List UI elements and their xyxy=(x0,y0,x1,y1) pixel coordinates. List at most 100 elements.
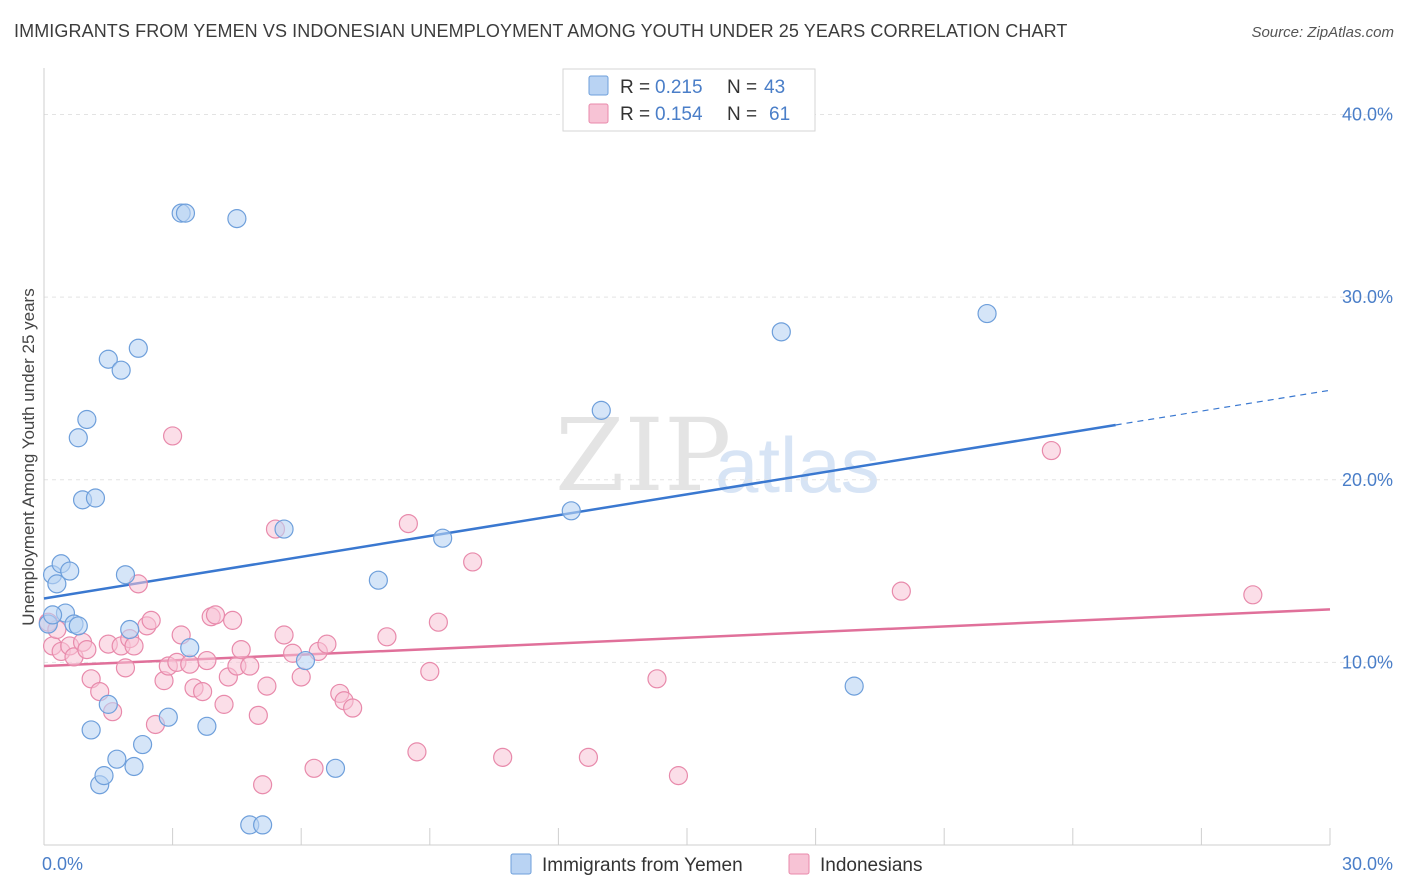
x-tick-label-max: 30.0% xyxy=(1342,854,1393,874)
point-indonesians xyxy=(214,694,234,714)
point-yemen xyxy=(98,694,118,714)
point-yemen xyxy=(274,519,294,539)
legend-n-value-yemen: 43 xyxy=(764,77,785,98)
y-tick-labels: 10.0% 20.0% 30.0% 40.0% xyxy=(1342,105,1393,673)
point-indonesians xyxy=(428,612,448,632)
series-yemen xyxy=(38,203,997,835)
watermark: ZIP atlas xyxy=(555,397,880,514)
point-indonesians xyxy=(193,681,213,702)
legend-r-label-yemen: R = xyxy=(620,77,650,98)
point-yemen xyxy=(128,338,148,358)
point-indonesians xyxy=(240,656,260,676)
point-yemen xyxy=(42,605,63,625)
watermark-zip: ZIP xyxy=(555,397,731,514)
x-ticks xyxy=(43,828,1331,845)
y-tick-label: 30.0% xyxy=(1342,287,1393,307)
point-indonesians xyxy=(253,775,273,795)
point-indonesians xyxy=(77,639,97,660)
point-yemen xyxy=(81,720,101,740)
bottom-legend-label-yemen: Immigrants from Yemen xyxy=(542,855,743,876)
point-yemen xyxy=(60,561,80,581)
point-yemen xyxy=(368,570,388,590)
bottom-legend-label-indonesians: Indonesians xyxy=(820,855,922,876)
point-indonesians xyxy=(304,758,324,778)
point-yemen xyxy=(85,488,106,508)
point-indonesians xyxy=(343,698,363,718)
point-yemen xyxy=(325,758,346,778)
y-tick-label: 40.0% xyxy=(1342,105,1393,125)
point-yemen xyxy=(115,565,136,585)
legend: R = 0.215 N = 43 R = 0.154 N = 61 xyxy=(562,68,816,132)
legend-r-value-indonesians: 0.154 xyxy=(655,104,703,125)
y-axis-label: Unemployment Among Youth under 25 years xyxy=(19,288,38,625)
point-indonesians xyxy=(180,654,200,674)
legend-r-label-indonesians: R = xyxy=(620,104,650,125)
legend-n-value-indonesians: 61 xyxy=(769,104,790,125)
bottom-legend: Immigrants from Yemen Indonesians xyxy=(510,853,922,876)
chart-title: IMMIGRANTS FROM YEMEN VS INDONESIAN UNEM… xyxy=(14,21,1068,41)
point-yemen xyxy=(977,303,997,324)
y-tick-label: 20.0% xyxy=(1342,470,1393,490)
legend-n-label-yemen: N = xyxy=(727,77,757,98)
point-indonesians xyxy=(420,661,440,682)
point-yemen xyxy=(253,815,273,835)
point-indonesians xyxy=(377,627,397,647)
point-yemen xyxy=(175,203,196,223)
point-yemen xyxy=(68,616,88,636)
point-yemen xyxy=(227,209,247,229)
point-yemen xyxy=(124,756,144,777)
point-indonesians xyxy=(1041,440,1061,461)
point-yemen xyxy=(844,676,864,696)
bottom-legend-swatch-yemen xyxy=(510,853,532,875)
trend-line-indonesians xyxy=(43,608,1331,668)
y-tick-label: 10.0% xyxy=(1342,652,1393,672)
point-indonesians xyxy=(115,658,136,678)
point-yemen xyxy=(433,528,453,548)
point-yemen xyxy=(68,428,88,448)
point-indonesians xyxy=(223,610,243,630)
point-indonesians xyxy=(317,634,337,654)
point-indonesians xyxy=(274,625,294,645)
point-yemen xyxy=(132,734,153,755)
point-indonesians xyxy=(1243,585,1263,605)
gridlines xyxy=(44,114,1393,663)
trend-line-yemen-extension xyxy=(1115,389,1331,426)
point-indonesians xyxy=(463,552,483,572)
point-yemen xyxy=(771,322,791,342)
source-label: Source: ZipAtlas.com xyxy=(1251,24,1394,41)
legend-swatch-indonesians xyxy=(588,103,609,124)
point-yemen xyxy=(180,638,200,658)
legend-r-value-yemen: 0.215 xyxy=(655,77,703,98)
point-indonesians xyxy=(647,669,667,689)
point-indonesians xyxy=(248,705,268,725)
point-indonesians xyxy=(141,610,161,630)
point-indonesians xyxy=(257,676,277,696)
watermark-atlas: atlas xyxy=(715,421,880,509)
point-indonesians xyxy=(197,650,217,671)
point-yemen xyxy=(561,501,581,521)
point-yemen xyxy=(107,749,127,769)
point-yemen xyxy=(197,716,217,736)
bottom-legend-swatch-indonesians xyxy=(788,853,810,875)
point-indonesians xyxy=(398,513,418,534)
legend-n-label-indonesians: N = xyxy=(727,104,757,125)
point-yemen xyxy=(591,400,611,420)
point-yemen xyxy=(111,360,131,380)
point-indonesians xyxy=(291,667,311,687)
point-indonesians xyxy=(163,426,183,446)
point-indonesians xyxy=(407,742,427,762)
x-tick-label-min: 0.0% xyxy=(42,854,83,874)
legend-swatch-yemen xyxy=(588,75,609,96)
point-indonesians xyxy=(891,581,911,601)
point-indonesians xyxy=(124,636,144,656)
point-yemen xyxy=(158,707,178,727)
point-yemen xyxy=(94,766,114,786)
point-indonesians xyxy=(205,605,226,625)
point-yemen xyxy=(98,349,118,369)
point-yemen xyxy=(120,619,140,640)
point-indonesians xyxy=(231,639,251,660)
point-yemen xyxy=(77,409,97,430)
point-indonesians xyxy=(668,766,689,786)
point-indonesians xyxy=(493,747,513,767)
